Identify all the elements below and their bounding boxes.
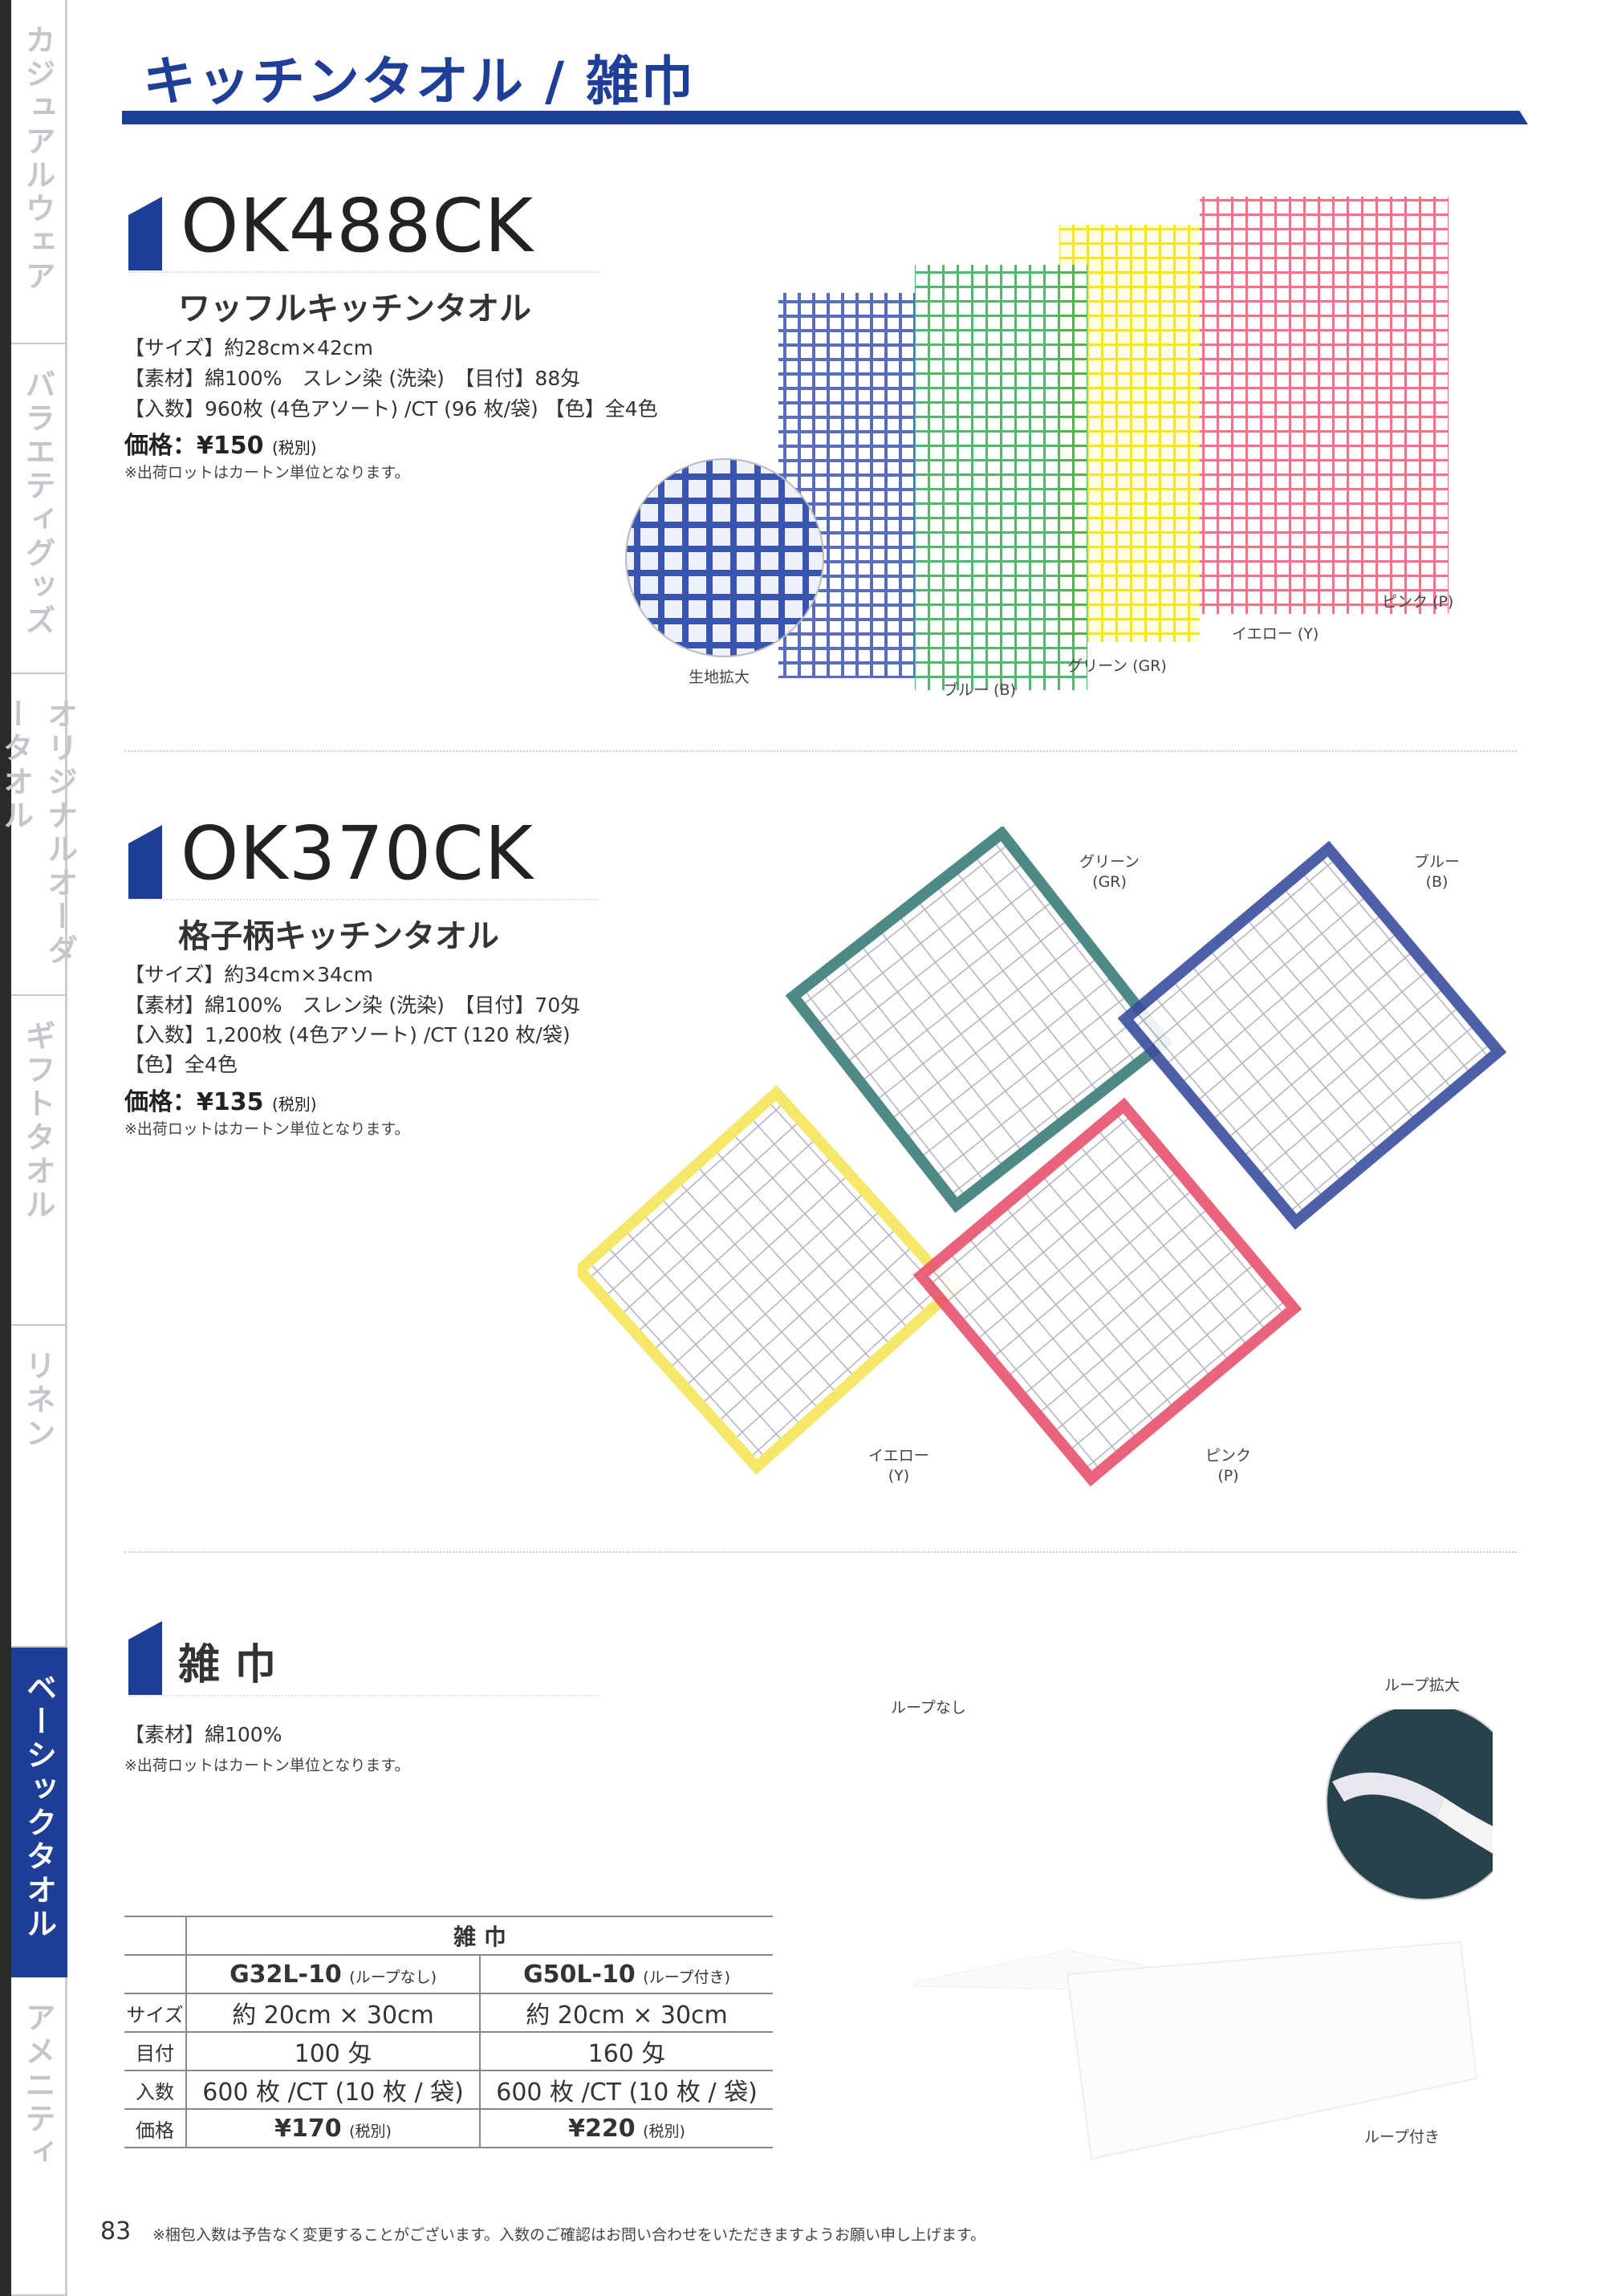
sidebar-tab-label: ギフトタオル [20,1020,55,1222]
sidebar-tab[interactable]: カジュアルウェア [11,0,67,344]
shipping-note: ※出荷ロットはカートン単位となります。 [124,1757,410,1774]
label-green: グリーン (GR) [1079,853,1140,891]
product-price: 価格：¥150 (税別) [124,432,317,460]
section-divider [124,750,1517,752]
page-number: 83 [100,2217,132,2245]
table-row: 価格 ¥170 (税別) ¥220 (税別) [124,2108,773,2148]
towel-green [915,265,1087,690]
section-marker [128,1621,162,1695]
towel-blue [1117,840,1507,1230]
spec-size: 【サイズ】約28cm×42cm [124,336,374,360]
spec-table: 雑 巾 G32L-10 (ループなし) G50L-10 (ループ付き) サイズ約… [124,1916,773,2148]
model-underline [128,271,598,273]
section-marker [128,197,162,270]
sidebar-tab[interactable]: バラエティグッズ [11,344,67,674]
sidebar-tab-label: オリジナルオーダータオル [0,698,78,968]
cloth-with-loop [1066,1940,1478,2160]
sidebar-tab-label: リネン [20,1350,55,1451]
label-blue: ブルー (B) [943,681,1016,699]
section-marker [128,825,162,899]
towel-pink [912,1097,1302,1487]
sidebar-tab[interactable]: リネン [11,1326,67,1648]
waffle-towels-image [625,197,1449,690]
label-no-loop: ループなし [891,1699,966,1717]
label-pink: ピンク (P) [1382,593,1454,611]
sidebar-tab[interactable]: アメニティ [11,1977,67,2296]
sidebar-tab[interactable]: ギフトタオル [11,996,67,1326]
column-header: G50L-10 (ループ付き) [479,1954,773,1994]
sidebar-tab-label: アメニティ [20,2001,55,2170]
page-edge [0,0,11,2296]
spec-quantity: 【入数】1,200枚 (4色アソート) /CT (120 枚/袋) [124,1023,571,1046]
table-row: 入数 600 枚 /CT (10 枚 / 袋) 600 枚 /CT (10 枚 / … [124,2070,773,2110]
loop-zoom-circle [1326,1709,1493,1900]
product-model: OK370CK [181,811,534,896]
product-name: 格子柄キッチンタオル [178,918,499,955]
spec-quantity: 【入数】960枚 (4色アソート) /CT (96 枚/袋) 【色】全4色 [124,397,658,421]
spec-material: 【素材】綿100% スレン染 (洗染) 【目付】70匁 [124,994,581,1017]
towel-pink [1200,197,1449,614]
table-header-row: 雑 巾 [124,1916,773,1956]
title-underline-bar [122,111,1528,124]
table-title: 雑 巾 [185,1916,773,1956]
product-name: ワッフルキッチンタオル [178,291,531,327]
sidebar-tab-label: バラエティグッズ [20,368,55,638]
dust-cloths-image [914,1709,1493,2160]
label-blue: ブルー (B) [1414,853,1461,891]
spec-material: 【素材】綿100% スレン染 (洗染) 【目付】88匁 [124,367,581,390]
label-with-loop: ループ付き [1364,2128,1440,2146]
check-towels-image [578,827,1507,1487]
footer-note: ※梱包入数は予告なく変更することがございます。入数のご確認はお問い合わせをいただ… [152,2226,986,2244]
sidebar-tab-label: ベーシックタオル [21,1672,57,1941]
table-header-row: G32L-10 (ループなし) G50L-10 (ループ付き) [124,1954,773,1994]
model-underline [128,1695,598,1697]
label-yellow: イエロー (Y) [868,1447,929,1485]
towel-green [785,827,1173,1213]
label-green: グリーン (GR) [1067,657,1167,675]
label-loop-zoom: ループ拡大 [1384,1676,1460,1694]
sidebar-tab[interactable]: オリジナルオーダータオル [0,674,78,996]
towel-yellow [578,1085,961,1475]
table-row: サイズ約 20cm × 30cm 約 20cm × 30cm [124,1993,773,2033]
label-fabric-zoom: 生地拡大 [689,668,750,686]
model-underline [128,899,598,900]
section-divider [124,1551,1517,1553]
shipping-note: ※出荷ロットはカートン単位となります。 [124,464,410,482]
sidebar-tab-label: カジュアルウェア [20,24,55,294]
spec-size: 【サイズ】約34cm×34cm [124,963,374,986]
sidebar-tab[interactable]: ベーシックタオル [11,1648,67,1977]
shipping-note: ※出荷ロットはカートン単位となります。 [124,1120,410,1138]
table-row: 目付 100 匁 160 匁 [124,2031,773,2071]
label-pink: ピンク (P) [1205,1447,1252,1485]
spec-color: 【色】全4色 [124,1053,238,1076]
spec-material: 【素材】綿100% [124,1723,282,1746]
product-price: 価格：¥135 (税別) [124,1088,317,1116]
label-yellow: イエロー (Y) [1232,625,1319,643]
column-header: G32L-10 (ループなし) [185,1954,481,1994]
product-model: OK488CK [181,183,534,269]
fabric-zoom-circle [625,458,824,657]
page-title: キッチンタオル / 雑巾 [143,51,696,112]
product-model: 雑 巾 [178,1641,277,1689]
